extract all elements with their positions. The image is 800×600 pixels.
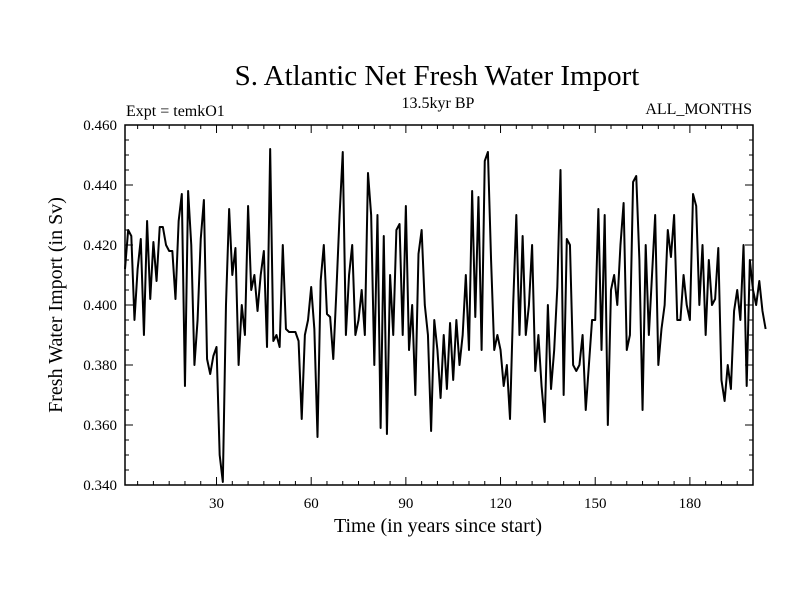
experiment-label: Expt = temkO1 [126, 103, 225, 120]
chart-title: S. Atlantic Net Fresh Water Import [235, 60, 640, 92]
x-tick-label: 120 [489, 496, 512, 512]
y-tick-label: 0.340 [83, 478, 117, 494]
y-tick-label: 0.460 [83, 118, 117, 134]
x-tick-label: 150 [584, 496, 607, 512]
y-tick-label: 0.400 [83, 298, 117, 314]
series-line [124, 148, 767, 483]
x-tick-label: 90 [398, 496, 413, 512]
x-tick-label: 180 [679, 496, 702, 512]
period-label: 13.5kyr BP [402, 95, 475, 112]
y-tick-label: 0.380 [83, 358, 117, 374]
x-tick-label: 60 [304, 496, 319, 512]
plot-area: 30 60 90 120 150 180 0.340 0.360 0.380 0.400 0.420… [83, 118, 767, 512]
months-label: ALL_MONTHS [645, 101, 752, 118]
y-tick-label: 0.420 [83, 238, 117, 254]
y-axis-label: Fresh Water Import (in Sv) [45, 197, 67, 413]
y-tick-label: 0.440 [83, 178, 117, 194]
plot-frame [124, 124, 754, 486]
axis-tick-labels: 30 60 90 120 150 180 0.340 0.360 0.380 0.400 0.420… [83, 118, 701, 512]
x-axis-label: Time (in years since start) [334, 515, 542, 537]
y-tick-label: 0.360 [83, 418, 117, 434]
x-tick-label: 30 [209, 496, 224, 512]
